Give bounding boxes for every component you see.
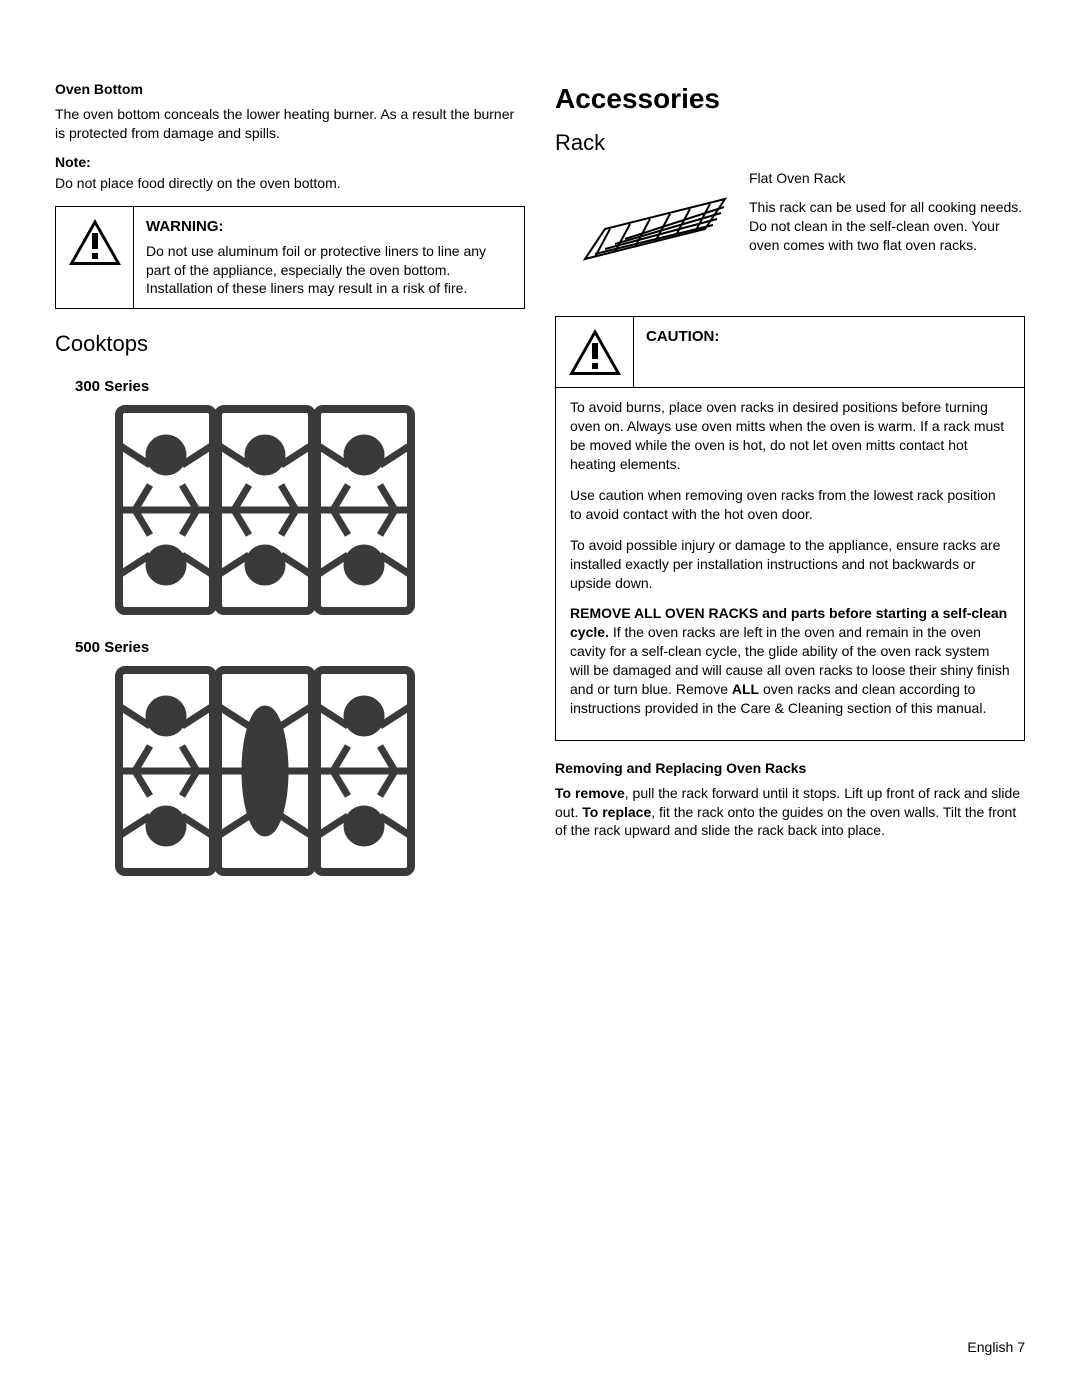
caution-p4-bold2: ALL: [732, 681, 759, 697]
removing-b2: To replace: [582, 804, 651, 820]
note-label: Note:: [55, 153, 525, 172]
warning-body: WARNING: Do not use aluminum foil or pro…: [134, 207, 524, 308]
caution-box: CAUTION: To avoid burns, place oven rack…: [555, 316, 1025, 740]
rack-heading: Rack: [555, 128, 1025, 158]
flat-rack-title: Flat Oven Rack: [749, 169, 1025, 188]
warning-box: WARNING: Do not use aluminum foil or pro…: [55, 206, 525, 309]
warning-icon-cell: [56, 207, 134, 308]
removing-text: To remove, pull the rack forward until i…: [555, 784, 1025, 841]
rack-row: Flat Oven Rack This rack can be used for…: [555, 169, 1025, 294]
caution-p4: REMOVE ALL OVEN RACKS and parts before s…: [570, 604, 1010, 717]
removing-b1: To remove: [555, 785, 625, 801]
caution-p2: Use caution when removing oven racks fro…: [570, 486, 1010, 524]
caution-body: To avoid burns, place oven racks in desi…: [556, 388, 1024, 739]
oven-bottom-heading: Oven Bottom: [55, 80, 525, 99]
removing-heading: Removing and Replacing Oven Racks: [555, 759, 1025, 778]
warning-text: Do not use aluminum foil or protective l…: [146, 242, 512, 299]
oven-bottom-text: The oven bottom conceals the lower heati…: [55, 105, 525, 143]
cooktop-500-image: [115, 666, 525, 881]
page-columns: Oven Bottom The oven bottom conceals the…: [55, 80, 1025, 891]
series-500-heading: 500 Series: [75, 638, 525, 658]
caution-header-row: CAUTION:: [556, 317, 1024, 388]
caution-p1: To avoid burns, place oven racks in desi…: [570, 398, 1010, 474]
caution-title: CAUTION:: [646, 327, 719, 347]
caution-p3: To avoid possible injury or damage to th…: [570, 536, 1010, 593]
flat-rack-image: [555, 169, 735, 294]
caution-triangle-icon: [567, 327, 623, 377]
series-300-heading: 300 Series: [75, 377, 525, 397]
warning-triangle-icon: [67, 217, 123, 267]
cooktops-heading: Cooktops: [55, 329, 525, 359]
flat-rack-text: This rack can be used for all cooking ne…: [749, 198, 1025, 255]
warning-title: WARNING:: [146, 217, 512, 237]
caution-title-cell: CAUTION:: [634, 317, 1024, 387]
left-column: Oven Bottom The oven bottom conceals the…: [55, 80, 525, 891]
page-footer: English 7: [967, 1338, 1025, 1357]
note-text: Do not place food directly on the oven b…: [55, 174, 525, 193]
caution-icon-cell: [556, 317, 634, 387]
accessories-heading: Accessories: [555, 80, 1025, 118]
right-column: Accessories Rack: [555, 80, 1025, 891]
flat-rack-desc: Flat Oven Rack This rack can be used for…: [749, 169, 1025, 265]
cooktop-300-image: [115, 405, 525, 620]
